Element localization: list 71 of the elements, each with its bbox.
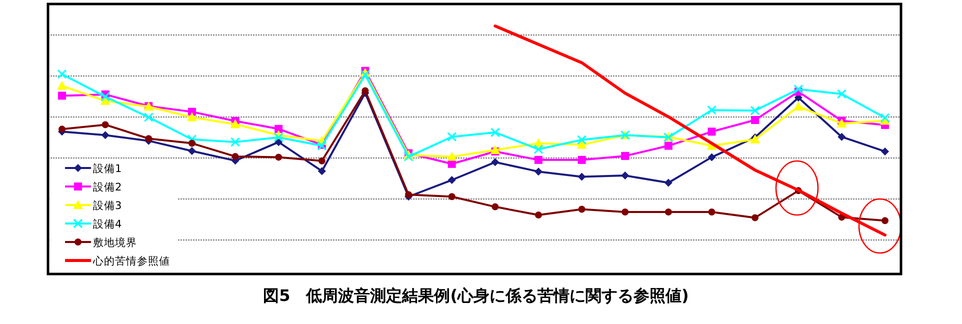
point xyxy=(576,135,587,145)
point xyxy=(836,118,847,128)
point xyxy=(490,145,500,154)
point xyxy=(446,152,457,161)
point xyxy=(664,178,672,187)
point xyxy=(490,128,500,138)
point xyxy=(882,217,888,224)
point xyxy=(664,208,672,216)
point xyxy=(534,144,544,154)
point xyxy=(145,135,152,142)
point xyxy=(447,132,457,142)
point xyxy=(405,191,412,198)
legend-label: 設備2 xyxy=(93,180,122,194)
point xyxy=(708,153,716,162)
point xyxy=(576,140,587,149)
point xyxy=(232,152,239,160)
point xyxy=(880,112,890,123)
point xyxy=(100,92,110,102)
point xyxy=(752,214,759,222)
legend-label: 設備4 xyxy=(93,218,122,230)
point xyxy=(491,158,500,166)
point xyxy=(708,208,716,216)
point xyxy=(751,116,760,124)
point xyxy=(706,105,717,115)
point xyxy=(404,152,414,162)
legend-label: 心的苦情参照値 xyxy=(92,254,170,268)
point xyxy=(534,211,542,218)
point xyxy=(836,89,846,99)
point xyxy=(793,102,804,111)
point xyxy=(838,132,846,141)
point xyxy=(621,152,630,160)
point xyxy=(274,124,283,133)
point xyxy=(187,134,197,144)
point xyxy=(57,80,67,90)
point xyxy=(448,160,456,168)
point xyxy=(622,208,629,216)
point xyxy=(57,69,67,79)
legend-label: 敷地境界 xyxy=(93,236,137,249)
point xyxy=(448,193,456,200)
point xyxy=(318,157,326,164)
point xyxy=(664,142,672,150)
point xyxy=(144,112,154,122)
point xyxy=(708,128,716,136)
point xyxy=(275,154,282,161)
point xyxy=(534,168,542,176)
legend-label: 設備3 xyxy=(93,199,122,212)
text: 図5 低周波音測定結果例(心身に係る苦情に関する参照値) xyxy=(263,286,689,305)
point xyxy=(188,140,196,147)
point xyxy=(578,172,586,181)
point xyxy=(102,121,109,128)
point xyxy=(188,146,196,155)
point xyxy=(230,137,240,147)
point xyxy=(750,106,760,116)
point xyxy=(274,132,284,142)
point xyxy=(578,156,586,164)
point xyxy=(58,126,66,133)
point xyxy=(230,119,240,128)
point xyxy=(492,203,499,210)
point xyxy=(318,167,326,176)
point xyxy=(362,87,369,94)
point xyxy=(881,147,889,156)
point xyxy=(101,131,110,140)
point xyxy=(360,70,370,80)
point xyxy=(448,176,456,184)
point xyxy=(794,84,804,94)
point xyxy=(621,172,630,180)
legend-label: 設備1 xyxy=(93,162,122,175)
point xyxy=(58,92,66,100)
point xyxy=(578,206,586,213)
point xyxy=(186,112,197,122)
point xyxy=(534,156,542,164)
